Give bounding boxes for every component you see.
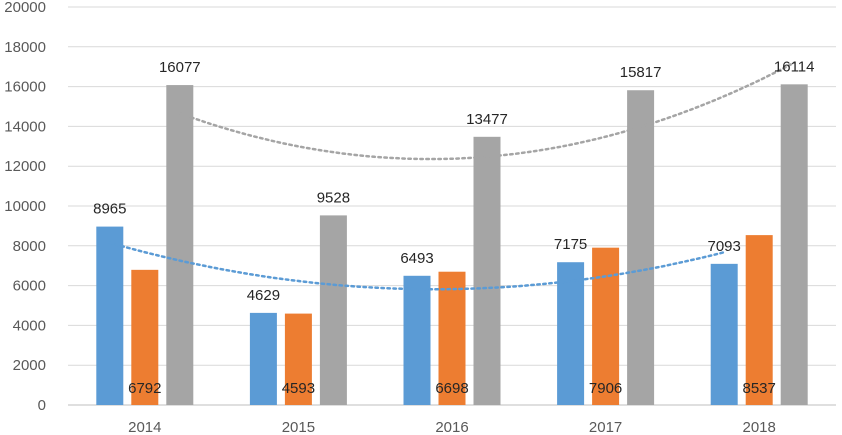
bar [710,263,738,405]
y-tick-label: 6000 [13,278,46,295]
data-label: 8537 [743,380,776,397]
data-label: 6493 [400,250,433,267]
x-tick-label: 2017 [589,419,622,435]
bar [438,271,466,405]
bar [284,313,312,405]
bar [319,215,347,405]
data-label: 6792 [128,380,161,397]
bar [557,262,585,405]
y-tick-label: 10000 [4,198,46,215]
x-tick-label: 2015 [282,419,315,435]
trendlines [108,61,796,291]
data-label: 9528 [317,189,350,206]
data-label: 7175 [554,236,587,253]
trendline [108,241,726,291]
y-tick-label: 14000 [4,118,46,135]
data-labels: 8965 4629 6493 7175 7093 6792 4593 6698 7906 8537… [93,58,814,397]
y-tick-label: 12000 [4,158,46,175]
y-tick-label: 8000 [13,238,46,255]
bar [473,136,501,406]
data-label: 6698 [435,380,468,397]
data-label: 16077 [159,59,201,76]
y-axis-tick-labels: 0 2000 4000 6000 8000 10000 12000 14000 16000 180… [4,0,46,414]
y-tick-label: 0 [38,397,46,414]
bar [627,90,655,405]
x-tick-label: 2016 [435,419,468,435]
gridlines [68,6,836,406]
y-tick-label: 18000 [4,39,46,56]
bar [166,85,194,406]
data-label: 4629 [247,287,280,304]
bars [96,84,808,406]
data-label: 4593 [282,380,315,397]
y-tick-label: 2000 [13,357,46,374]
bar [780,84,808,406]
bar [745,235,773,405]
data-label: 8965 [93,201,126,218]
bar [403,275,431,405]
x-tick-label: 2014 [128,419,161,435]
y-tick-label: 20000 [4,0,46,16]
y-tick-label: 4000 [13,317,46,334]
x-tick-label: 2018 [743,419,776,435]
data-label: 15817 [620,64,662,81]
x-axis-tick-labels: 2014 2015 2016 2017 2018 [128,419,776,435]
bar [96,226,124,405]
y-tick-label: 16000 [4,79,46,96]
data-label: 7906 [589,380,622,397]
data-label: 7093 [708,238,741,255]
bar [131,269,159,405]
bar [249,312,277,405]
data-label: 13477 [466,111,508,128]
trendline [178,61,796,161]
data-label: 16114 [774,58,815,75]
